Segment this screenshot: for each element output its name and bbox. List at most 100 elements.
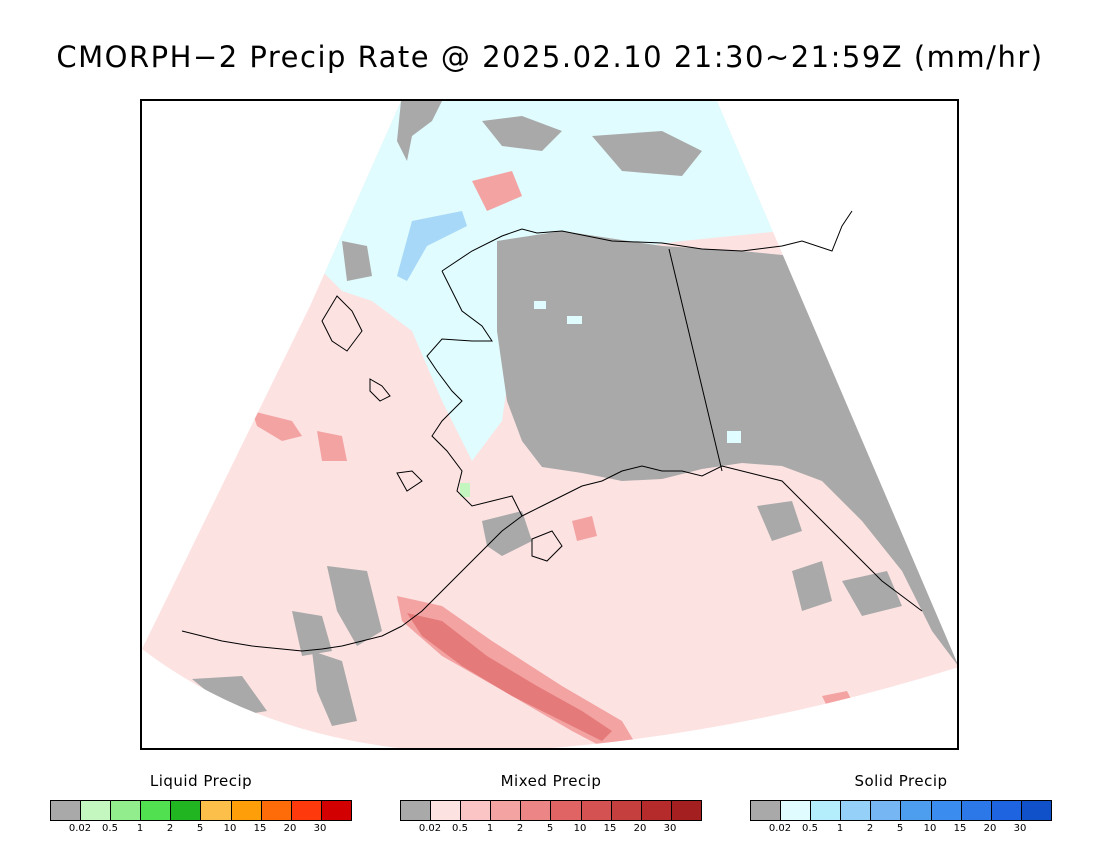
tick-label: 0.02 (68, 823, 92, 834)
legend-title: Mixed Precip (500, 772, 602, 790)
legend-title: Liquid Precip (149, 772, 253, 790)
legend-swatch (871, 801, 902, 820)
no-data-patch (592, 131, 702, 176)
tick-label: 5 (896, 823, 904, 834)
snow-spot (534, 301, 546, 309)
legend-swatch (51, 801, 82, 820)
legend-swatch (991, 801, 1022, 820)
liquid-precip-spot (460, 483, 470, 497)
legend-swatch (551, 801, 582, 820)
tick-label: 20 (633, 823, 647, 834)
tick-label: 0.02 (768, 823, 792, 834)
aleutian-chain (181, 625, 403, 652)
precip-field (142, 101, 957, 748)
no-data-patch (482, 511, 532, 556)
legend-swatch (961, 801, 992, 820)
tick-label: 0.5 (102, 823, 118, 834)
alaska-peninsula-islands (396, 470, 423, 492)
tick-label: 1 (836, 823, 844, 834)
legend-swatch (641, 801, 672, 820)
tick-labels: 0.02 0.5 1 2 5 10 15 20 30 (400, 823, 702, 837)
color-bar (400, 800, 702, 821)
no-data-patch (327, 566, 382, 646)
tick-label: 2 (516, 823, 524, 834)
legend-swatch (291, 801, 322, 820)
mixed-moderate-band (317, 431, 347, 461)
tick-label: 5 (196, 823, 204, 834)
legend-solid-precip: Solid Precip 0.02 0.5 1 2 5 10 15 20 30 (750, 772, 1052, 837)
legend-swatch (611, 801, 642, 820)
alaska-range-coast (321, 295, 363, 352)
no-data-patch (342, 241, 372, 281)
legend-swatch (431, 801, 462, 820)
mixed-heavy-band (407, 613, 612, 741)
snow-spot (567, 316, 582, 324)
legend-swatch (111, 801, 142, 820)
legend-swatch (231, 801, 262, 820)
tick-label: 15 (253, 823, 267, 834)
legend-swatch (901, 801, 932, 820)
no-data-patch (792, 561, 832, 611)
southern-coastline (521, 465, 923, 612)
legend-swatch (1021, 801, 1051, 820)
no-data-patch (482, 116, 562, 151)
legend-swatch (671, 801, 701, 820)
moderate-snow-streak (397, 211, 467, 281)
snow-spot (727, 431, 741, 443)
legend-swatch (201, 801, 232, 820)
tick-label: 20 (983, 823, 997, 834)
no-data-patch (192, 676, 267, 716)
tick-label: 15 (953, 823, 967, 834)
mixed-moderate-band (252, 411, 302, 441)
legend-mixed-precip: Mixed Precip 0.02 0.5 1 2 5 10 15 20 30 (400, 772, 702, 837)
western-coastline (401, 270, 523, 627)
tick-labels: 0.02 0.5 1 2 5 10 15 20 30 (50, 823, 352, 837)
page-title: CMORPH−2 Precip Rate @ 2025.02.10 21:30~… (56, 40, 1044, 74)
tick-label: 0.5 (802, 823, 818, 834)
tick-label: 2 (166, 823, 174, 834)
nunivak-island (369, 378, 391, 402)
legend-swatch (401, 801, 432, 820)
legend-swatch (811, 801, 842, 820)
tick-label: 30 (313, 823, 327, 834)
no-data-patch (842, 571, 902, 616)
tick-label: 10 (923, 823, 937, 834)
tick-label: 0.5 (452, 823, 468, 834)
coastlines (181, 210, 923, 652)
tick-label: 30 (663, 823, 677, 834)
legend-swatch (521, 801, 552, 820)
tick-label: 5 (546, 823, 554, 834)
color-bar (750, 800, 1052, 821)
tick-label: 0.02 (418, 823, 442, 834)
legend-swatch (141, 801, 172, 820)
legend-swatch (781, 801, 812, 820)
no-data-patch (312, 651, 357, 726)
no-data-patch (397, 101, 442, 161)
legend-swatch (931, 801, 962, 820)
legend-swatch (321, 801, 351, 820)
tick-label: 20 (283, 823, 297, 834)
legend-swatch (81, 801, 112, 820)
precip-map (142, 101, 957, 748)
tick-labels: 0.02 0.5 1 2 5 10 15 20 30 (750, 823, 1052, 837)
tick-label: 30 (1013, 823, 1027, 834)
mixed-moderate-band (572, 516, 597, 541)
legend-liquid-precip: Liquid Precip 0.02 0.5 1 2 5 10 15 20 30 (50, 772, 352, 837)
tick-label: 10 (573, 823, 587, 834)
tick-label: 10 (223, 823, 237, 834)
map-frame (140, 99, 959, 750)
legend-swatch (751, 801, 782, 820)
tick-label: 1 (486, 823, 494, 834)
arctic-coastline (441, 210, 853, 272)
color-bar (50, 800, 352, 821)
legend-swatch (581, 801, 612, 820)
legend-title: Solid Precip (854, 772, 948, 790)
tick-label: 1 (136, 823, 144, 834)
mixed-moderate-band (472, 171, 522, 211)
legend-swatch (261, 801, 292, 820)
tick-label: 15 (603, 823, 617, 834)
legend-swatch (841, 801, 872, 820)
legend-swatch (171, 801, 202, 820)
legend-swatch (491, 801, 522, 820)
no-data-patch (757, 501, 802, 541)
